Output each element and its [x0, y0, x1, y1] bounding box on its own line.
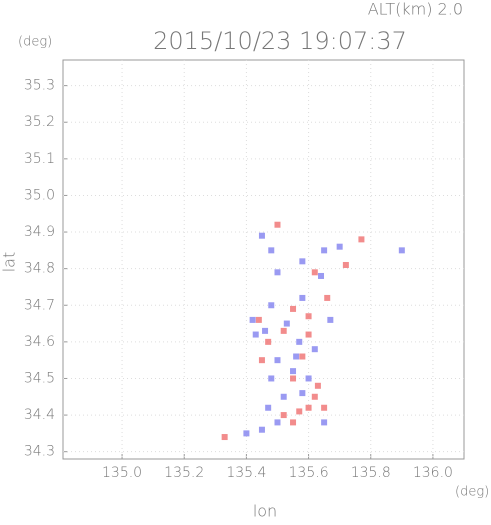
radar-cell: [258, 426, 265, 433]
y-axis-label: lat: [0, 252, 19, 273]
x-tick-label: 135.2: [164, 465, 204, 481]
y-tick-label: 34.3: [24, 444, 55, 460]
radar-cell: [321, 419, 328, 426]
radar-cell: [290, 419, 297, 426]
radar-cell: [268, 302, 275, 309]
radar-cell: [265, 338, 272, 345]
y-tick-label: 34.7: [24, 297, 55, 313]
radar-cell: [296, 338, 303, 345]
radar-cell: [342, 261, 349, 268]
y-unit: (deg): [18, 35, 52, 50]
y-tick-label: 35.3: [24, 78, 55, 94]
radar-cell: [280, 393, 287, 400]
radar-cell: [358, 236, 365, 243]
radar-cell: [299, 390, 306, 397]
radar-cell: [299, 258, 306, 265]
radar-cell: [255, 316, 262, 323]
radar-cell: [290, 305, 297, 312]
radar-cell: [299, 294, 306, 301]
radar-cell: [321, 247, 328, 254]
radar-cell: [265, 404, 272, 411]
radar-cell: [274, 221, 281, 228]
radar-cell: [258, 357, 265, 364]
y-tick-label: 34.6: [24, 334, 55, 350]
radar-cell: [262, 327, 269, 334]
y-tick-label: 34.5: [24, 370, 55, 386]
radar-cell: [296, 408, 303, 415]
y-tick-label: 35.1: [24, 151, 55, 167]
radar-cell: [305, 404, 312, 411]
radar-cell: [336, 243, 343, 250]
radar-cell: [243, 430, 250, 437]
y-tick-label: 34.4: [24, 407, 55, 423]
radar-cell: [327, 316, 334, 323]
radar-cell: [305, 331, 312, 338]
radar-cell: [305, 375, 312, 382]
radar-cell: [318, 272, 325, 279]
x-tick-label: 135.0: [102, 465, 142, 481]
radar-cell: [268, 375, 275, 382]
radar-cell: [290, 375, 297, 382]
y-tick-label: 34.9: [24, 224, 55, 240]
radar-cell: [311, 269, 318, 276]
radar-cell: [268, 247, 275, 254]
radar-cell: [293, 353, 300, 360]
radar-cell: [221, 434, 228, 441]
radar-cell: [274, 357, 281, 364]
radar-cell: [311, 393, 318, 400]
x-unit: (deg): [455, 485, 489, 500]
y-tick-label: 34.8: [24, 261, 55, 277]
radar-cell: [274, 419, 281, 426]
radar-cell: [280, 412, 287, 419]
plot-frame: [62, 59, 465, 460]
radar-cell: [324, 294, 331, 301]
radar-cell: [311, 346, 318, 353]
radar-cell: [258, 232, 265, 239]
radar-cell: [283, 320, 290, 327]
y-tick-label: 35.2: [24, 114, 55, 130]
chart-title: 2015/10/23 19:07:37: [153, 27, 407, 55]
x-tick-label: 135.6: [289, 465, 329, 481]
radar-cell: [299, 353, 306, 360]
radar-cell: [252, 331, 259, 338]
subtitle: ALT(km) 2.0: [368, 0, 463, 19]
radar-cell: [290, 368, 297, 375]
x-axis-label: lon: [253, 502, 277, 521]
x-tick-label: 135.4: [226, 465, 266, 481]
radar-cell: [314, 382, 321, 389]
x-tick-label: 135.8: [351, 465, 391, 481]
radar-cell: [274, 269, 281, 276]
radar-cell: [305, 313, 312, 320]
radar-cell: [321, 404, 328, 411]
x-tick-label: 136.0: [413, 465, 453, 481]
radar-cell: [249, 316, 256, 323]
y-tick-label: 35.0: [24, 187, 55, 203]
radar-cell: [398, 247, 405, 254]
radar-cell: [280, 327, 287, 334]
